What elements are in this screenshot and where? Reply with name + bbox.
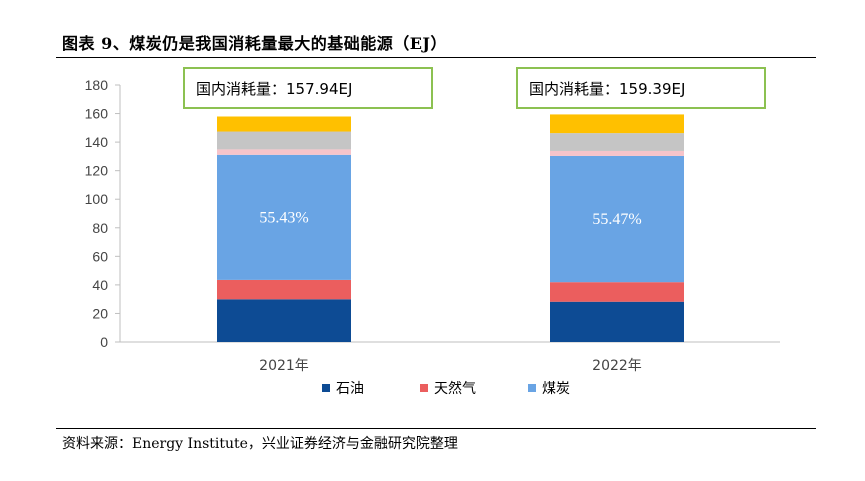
y-tick-label: 0 — [100, 334, 108, 350]
legend-swatch — [322, 384, 330, 392]
source-note: 资料来源：Energy Institute，兴业证券经济与金融研究院整理 — [62, 436, 458, 452]
bars — [217, 114, 684, 342]
y-tick-label: 20 — [92, 305, 108, 321]
legend-label: 天然气 — [434, 380, 476, 397]
callout-total-label: 国内消耗量：159.39EJ — [529, 80, 685, 98]
bar-segment-石油 — [217, 299, 351, 342]
y-tick-label: 140 — [85, 134, 109, 150]
bar-segment-other-4 — [217, 131, 351, 150]
bar-labels: 2021年 55.43% 2022年 55.47% — [259, 209, 642, 374]
title-rule — [56, 57, 816, 58]
x-category-label: 2022年 — [592, 358, 642, 374]
bar-segment-石油 — [550, 301, 684, 342]
chart-title: 图表 9、煤炭仍是我国消耗量最大的基础能源（EJ） — [62, 34, 447, 53]
bar-segment-other-3 — [550, 150, 684, 156]
y-tick-label: 100 — [85, 191, 109, 207]
y-tick-label: 180 — [85, 77, 109, 93]
bar-segment-other-3 — [217, 149, 351, 155]
legend-swatch — [528, 384, 536, 392]
coal-share-label: 55.47% — [592, 211, 641, 228]
legend: 石油 天然气 煤炭 — [322, 380, 570, 397]
y-tick-label: 120 — [85, 163, 109, 179]
coal-share-label: 55.43% — [259, 209, 308, 226]
callout-box — [183, 67, 433, 109]
legend-swatch — [420, 384, 428, 392]
legend-label: 石油 — [336, 381, 364, 397]
bar-segment-天然气 — [550, 282, 684, 302]
y-tick-label: 160 — [85, 106, 109, 122]
y-tick-label: 40 — [92, 277, 108, 293]
source-rule — [56, 428, 816, 429]
bar-segment-other-5 — [217, 116, 351, 132]
bar-segment-other-5 — [550, 114, 684, 134]
callout-box — [516, 67, 766, 109]
bar-segment-天然气 — [217, 279, 351, 300]
bar-segment-other-4 — [550, 133, 684, 151]
legend-label: 煤炭 — [542, 381, 570, 397]
x-category-label: 2021年 — [259, 358, 309, 374]
bar-segment-煤炭 — [550, 155, 684, 283]
callout-total-label: 国内消耗量：157.94EJ — [196, 80, 352, 98]
y-tick-label: 80 — [92, 220, 108, 236]
bar-segment-煤炭 — [217, 154, 351, 280]
callouts: 国内消耗量：157.94EJ 国内消耗量：159.39EJ — [183, 67, 766, 109]
y-tick-label: 60 — [92, 248, 108, 264]
